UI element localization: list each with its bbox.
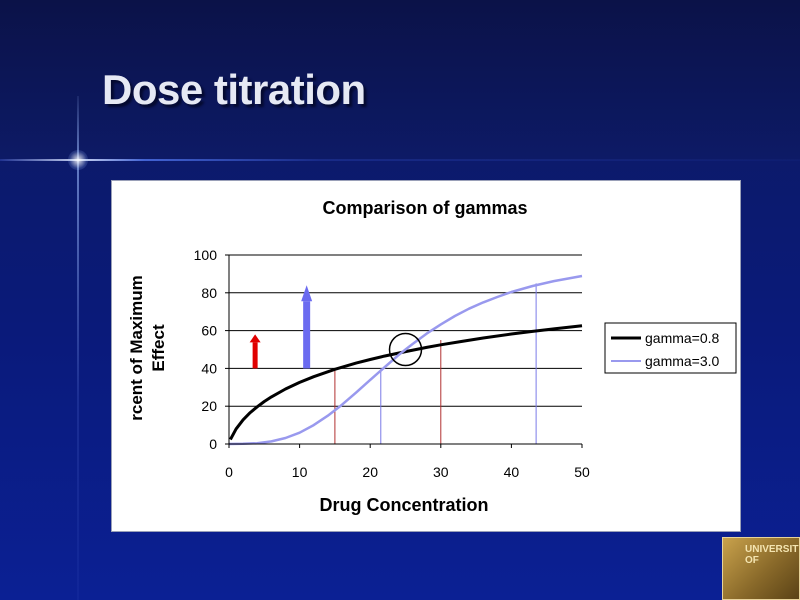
- legend-label-gamma-3-0: gamma=3.0: [645, 353, 720, 369]
- chart-title: Comparison of gammas: [322, 198, 527, 218]
- decorative-vertical-line: [77, 96, 79, 600]
- red-arrow-head: [249, 334, 261, 343]
- y-tick-label-0: 0: [209, 436, 217, 452]
- legend: gamma=0.8 gamma=3.0: [604, 322, 737, 374]
- decorative-horizontal-line: [0, 159, 800, 161]
- x-tick-label-0: 0: [225, 464, 233, 480]
- blue-arrow-head: [301, 285, 313, 302]
- chart-panel: 0 20 40 60 80 100 0 10 20 30 40 50 Comparison of ga…: [111, 180, 741, 532]
- university-logo: UNIVERSITY OF: [722, 537, 800, 600]
- x-tick-label-50: 50: [574, 464, 590, 480]
- logo-text: UNIVERSITY OF: [745, 544, 800, 566]
- x-axis-label: Drug Concentration: [320, 495, 489, 515]
- y-axis-label-line-1: rcent of Maximum: [127, 275, 146, 420]
- highlight-circle: [388, 332, 423, 367]
- x-tick-label-10: 10: [292, 464, 308, 480]
- blue-arrow-shaft: [303, 301, 311, 369]
- legend-box: [604, 322, 737, 374]
- title-band: [0, 0, 800, 160]
- y-tick-label-40: 40: [201, 360, 217, 376]
- x-tick-label-30: 30: [433, 464, 449, 480]
- legend-label-gamma-0-8: gamma=0.8: [645, 330, 720, 346]
- y-tick-label-80: 80: [201, 285, 217, 301]
- y-axis-label: rcent of Maximum Effect: [127, 275, 168, 420]
- series-line-gamma-0-8: [229, 324, 583, 441]
- y-tick-label-100: 100: [194, 247, 218, 263]
- x-tick-label-40: 40: [504, 464, 520, 480]
- y-tick-label-60: 60: [201, 323, 217, 339]
- series-line-gamma-3-0: [228, 274, 583, 446]
- x-tick-label-20: 20: [362, 464, 378, 480]
- decorative-sparkle: [68, 150, 88, 170]
- slide-title: Dose titration: [102, 66, 366, 113]
- y-tick-label-20: 20: [201, 398, 217, 414]
- y-axis-label-line-2: Effect: [149, 324, 168, 372]
- chart-svg: 0 20 40 60 80 100 0 10 20 30 40 50 Comparison of ga…: [127, 198, 737, 515]
- red-arrow-shaft: [252, 342, 258, 369]
